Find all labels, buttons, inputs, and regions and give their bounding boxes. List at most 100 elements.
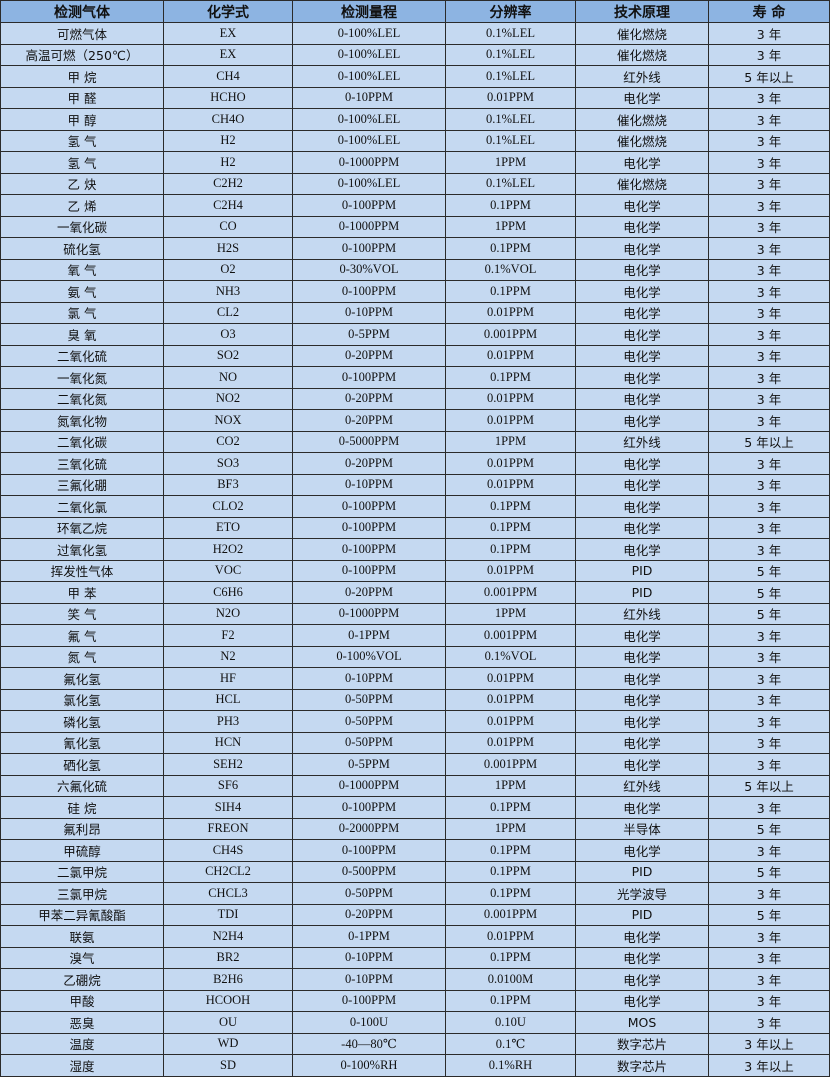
principle-cell: 光学波导 [575, 882, 709, 905]
lifespan-cell: 3 年 [708, 968, 830, 991]
range-cell: 0-100PPM [292, 495, 446, 518]
table-row: 氟利昂 FREON 0-2000PPM 1PPM 半导体 5 年 [0, 817, 830, 840]
table-row: 温度 WD -40—80℃ 0.1℃ 数字芯片 3 年以上 [0, 1032, 830, 1055]
range-cell: 0-30%VOL [292, 258, 446, 281]
range-cell: 0-50PPM [292, 688, 446, 711]
gas-cell: 二氧化氮 [0, 387, 164, 410]
lifespan-cell: 3 年 [708, 22, 830, 45]
resolution-cell: 0.1PPM [445, 516, 576, 539]
principle-cell: 电化学 [575, 989, 709, 1012]
header-lifespan: 寿 命 [708, 0, 830, 23]
table-row: 硅 烷 SIH4 0-100PPM 0.1PPM 电化学 3 年 [0, 796, 830, 819]
range-cell: 0-50PPM [292, 731, 446, 754]
principle-cell: 催化燃烧 [575, 108, 709, 131]
lifespan-cell: 3 年 [708, 172, 830, 195]
principle-cell: 电化学 [575, 624, 709, 647]
gas-cell: 恶臭 [0, 1011, 164, 1034]
formula-cell: CO2 [163, 430, 293, 453]
range-cell: 0-10PPM [292, 946, 446, 969]
gas-cell: 环氧乙烷 [0, 516, 164, 539]
lifespan-cell: 3 年 [708, 194, 830, 217]
lifespan-cell: 3 年 [708, 129, 830, 152]
formula-cell: SO2 [163, 344, 293, 367]
range-cell: 0-20PPM [292, 581, 446, 604]
table-row: 二氧化硫 SO2 0-20PPM 0.01PPM 电化学 3 年 [0, 344, 830, 367]
range-cell: 0-20PPM [292, 409, 446, 432]
table-row: 氟化氢 HF 0-10PPM 0.01PPM 电化学 3 年 [0, 667, 830, 690]
range-cell: 0-100PPM [292, 538, 446, 561]
table-row: 氢 气 H2 0-1000PPM 1PPM 电化学 3 年 [0, 151, 830, 174]
resolution-cell: 0.0100M [445, 968, 576, 991]
range-cell: 0-50PPM [292, 882, 446, 905]
principle-cell: 电化学 [575, 925, 709, 948]
table-row: 乙 炔 C2H2 0-100%LEL 0.1%LEL 催化燃烧 3 年 [0, 172, 830, 195]
resolution-cell: 0.01PPM [445, 667, 576, 690]
lifespan-cell: 5 年 [708, 817, 830, 840]
lifespan-cell: 5 年以上 [708, 65, 830, 88]
formula-cell: C2H4 [163, 194, 293, 217]
table-row: 甲 苯 C6H6 0-20PPM 0.001PPM PID 5 年 [0, 581, 830, 604]
range-cell: 0-100PPM [292, 989, 446, 1012]
resolution-cell: 1PPM [445, 774, 576, 797]
principle-cell: 电化学 [575, 344, 709, 367]
table-row: 臭 氧 O3 0-5PPM 0.001PPM 电化学 3 年 [0, 323, 830, 346]
gas-cell: 氧 气 [0, 258, 164, 281]
range-cell: 0-100PPM [292, 516, 446, 539]
resolution-cell: 0.01PPM [445, 86, 576, 109]
lifespan-cell: 3 年 [708, 366, 830, 389]
range-cell: 0-100PPM [292, 366, 446, 389]
gas-cell: 一氧化碳 [0, 215, 164, 238]
formula-cell: SEH2 [163, 753, 293, 776]
principle-cell: PID [575, 581, 709, 604]
principle-cell: 电化学 [575, 301, 709, 324]
gas-cell: 甲 烷 [0, 65, 164, 88]
gas-cell: 磷化氢 [0, 710, 164, 733]
range-cell: 0-500PPM [292, 860, 446, 883]
range-cell: -40—80℃ [292, 1032, 446, 1055]
resolution-cell: 1PPM [445, 215, 576, 238]
gas-cell: 甲硫醇 [0, 839, 164, 862]
resolution-cell: 0.01PPM [445, 344, 576, 367]
table-row: 甲酸 HCOOH 0-100PPM 0.1PPM 电化学 3 年 [0, 989, 830, 1012]
resolution-cell: 0.1%VOL [445, 645, 576, 668]
lifespan-cell: 3 年 [708, 452, 830, 475]
lifespan-cell: 3 年以上 [708, 1054, 830, 1077]
gas-cell: 二氧化硫 [0, 344, 164, 367]
range-cell: 0-5PPM [292, 323, 446, 346]
gas-cell: 可燃气体 [0, 22, 164, 45]
table-row: 硒化氢 SEH2 0-5PPM 0.001PPM 电化学 3 年 [0, 753, 830, 776]
gas-cell: 高温可燃（250℃） [0, 43, 164, 66]
resolution-cell: 0.1PPM [445, 194, 576, 217]
range-cell: 0-1000PPM [292, 602, 446, 625]
lifespan-cell: 3 年 [708, 925, 830, 948]
formula-cell: CH2CL2 [163, 860, 293, 883]
table-row: 挥发性气体 VOC 0-100PPM 0.01PPM PID 5 年 [0, 559, 830, 582]
resolution-cell: 0.01PPM [445, 301, 576, 324]
resolution-cell: 0.1PPM [445, 538, 576, 561]
principle-cell: 电化学 [575, 753, 709, 776]
range-cell: 0-100%LEL [292, 172, 446, 195]
gas-cell: 氯化氢 [0, 688, 164, 711]
principle-cell: 电化学 [575, 645, 709, 668]
formula-cell: NOX [163, 409, 293, 432]
formula-cell: HCOOH [163, 989, 293, 1012]
range-cell: 0-20PPM [292, 344, 446, 367]
resolution-cell: 0.001PPM [445, 624, 576, 647]
lifespan-cell: 3 年 [708, 731, 830, 754]
table-row: 氯化氢 HCL 0-50PPM 0.01PPM 电化学 3 年 [0, 688, 830, 711]
gas-cell: 甲 苯 [0, 581, 164, 604]
range-cell: 0-10PPM [292, 473, 446, 496]
resolution-cell: 0.1℃ [445, 1032, 576, 1055]
table-row: 环氧乙烷 ETO 0-100PPM 0.1PPM 电化学 3 年 [0, 516, 830, 539]
range-cell: 0-100PPM [292, 280, 446, 303]
table-row: 甲 醛 HCHO 0-10PPM 0.01PPM 电化学 3 年 [0, 86, 830, 109]
lifespan-cell: 3 年 [708, 516, 830, 539]
gas-cell: 乙硼烷 [0, 968, 164, 991]
resolution-cell: 0.01PPM [445, 559, 576, 582]
formula-cell: HCN [163, 731, 293, 754]
lifespan-cell: 3 年 [708, 473, 830, 496]
gas-cell: 氨 气 [0, 280, 164, 303]
table-row: 氧 气 O2 0-30%VOL 0.1%VOL 电化学 3 年 [0, 258, 830, 281]
gas-cell: 甲苯二异氰酸酯 [0, 903, 164, 926]
header-row: 检测气体 化学式 检测量程 分辨率 技术原理 寿 命 [0, 0, 830, 23]
